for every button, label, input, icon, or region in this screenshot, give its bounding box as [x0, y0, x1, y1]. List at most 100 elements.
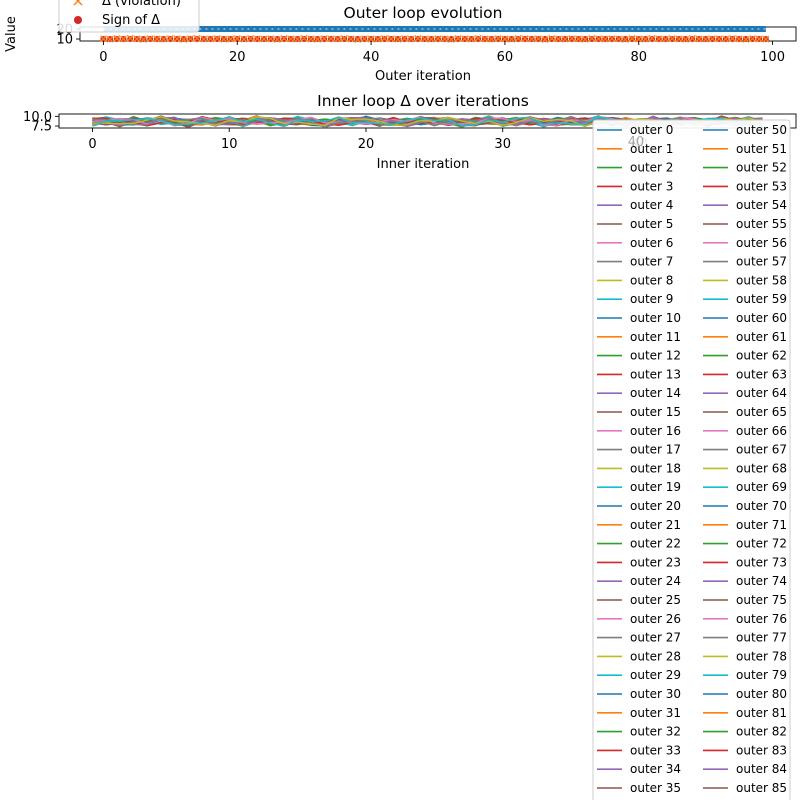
legend-entry-label: outer 34 [630, 762, 681, 776]
violation-point [615, 35, 623, 43]
violation-point [682, 35, 690, 43]
legend-sign-marker [74, 16, 82, 24]
legend-entry-label: outer 8 [630, 273, 673, 287]
violation-point [554, 35, 562, 43]
violation-point [260, 35, 268, 43]
legend-entry-label: outer 62 [736, 349, 787, 363]
violation-point [521, 35, 529, 43]
violation-point [387, 35, 395, 43]
violation-point [702, 35, 710, 43]
violation-point [427, 35, 435, 43]
legend-entry-label: outer 81 [736, 706, 787, 720]
legend-entry-label: outer 60 [736, 311, 787, 325]
legend-entry-label: outer 67 [736, 443, 787, 457]
violation-point [153, 35, 161, 43]
legend-entry-label: outer 70 [736, 499, 787, 513]
legend-entry-label: outer 78 [736, 649, 787, 663]
violation-point [360, 35, 368, 43]
violation-point [126, 34, 134, 42]
legend-sign-label: Sign of Δ [102, 13, 160, 28]
legend-entry-label: outer 72 [736, 537, 787, 551]
outer-loop-x-label: Outer iteration [375, 69, 471, 84]
outer-loop-title: Outer loop evolution [344, 4, 503, 22]
legend-entry-label: outer 82 [736, 725, 787, 739]
violation-point [762, 35, 770, 43]
violation-point [588, 34, 596, 42]
violation-point [240, 35, 248, 43]
violation-point [514, 34, 522, 42]
violation-point [441, 35, 449, 43]
legend-entry-label: outer 4 [630, 198, 673, 212]
inner-loop-axes: Inner loop Δ over iterations 0 10 20 30 40 7… [23, 92, 797, 800]
violation-point [534, 35, 542, 43]
legend-entry-label: outer 29 [630, 668, 681, 682]
violation-point [715, 35, 723, 43]
violation-point [314, 35, 322, 43]
violation-point [133, 35, 141, 43]
violation-point [354, 36, 362, 43]
violation-point [273, 35, 281, 43]
violation-point [508, 35, 516, 43]
violation-point [608, 35, 616, 43]
violation-point [220, 35, 228, 43]
outer-loop-axes: Outer loop evolution 0 20 40 60 80 100 10 20 O… [4, 0, 797, 84]
violation-point [106, 35, 114, 43]
legend-entry-label: outer 68 [736, 461, 787, 475]
legend-entry-label: outer 13 [630, 367, 681, 381]
violation-point [568, 35, 576, 43]
violation-point [581, 35, 589, 43]
legend-entry-label: outer 69 [736, 480, 787, 494]
legend-entry-label: outer 61 [736, 330, 787, 344]
violation-point [575, 35, 582, 43]
legend-entry-label: outer 54 [736, 198, 787, 212]
legend-entry-label: outer 23 [630, 555, 681, 569]
legend-entry-label: outer 33 [630, 743, 681, 757]
x-tick-label: 20 [229, 50, 246, 65]
inner-loop-legend-box [592, 119, 791, 800]
x-tick-label: 0 [99, 50, 107, 65]
violation-point [200, 35, 208, 43]
violation-point [755, 35, 763, 43]
violation-point [621, 35, 629, 43]
legend-entry-label: outer 2 [630, 161, 673, 175]
violation-point [180, 36, 188, 43]
x-tick-label: 30 [494, 137, 511, 152]
violation-point [347, 35, 355, 43]
outer-loop-legend-box [58, 0, 200, 33]
legend-entry-label: outer 59 [736, 292, 787, 306]
violation-point [488, 35, 495, 43]
legend-entry-label: outer 24 [630, 574, 681, 588]
violation-point [655, 35, 663, 43]
violation-point [561, 35, 569, 43]
legend-entry-label: outer 55 [736, 217, 787, 231]
legend-entry-label: outer 17 [630, 443, 681, 457]
x-tick-label: 10 [221, 137, 238, 152]
legend-entry-label: outer 10 [630, 311, 681, 325]
legend-entry-label: outer 76 [736, 612, 787, 626]
legend-entry-label: outer 52 [736, 161, 787, 175]
x-tick-label: 40 [363, 50, 380, 65]
violation-point [662, 35, 669, 43]
legend-entry-label: outer 84 [736, 762, 787, 776]
violation-point [253, 35, 261, 43]
legend-entry-label: outer 7 [630, 255, 673, 269]
legend-entry-label: outer 53 [736, 179, 787, 193]
inner-loop-legend: 40 outer 0 outer 1 outer 2 outer 3 outer 4 ou… [592, 119, 791, 800]
violation-point [320, 35, 328, 43]
legend-entry-label: outer 65 [736, 405, 787, 419]
legend-entry-label: outer 25 [630, 593, 681, 607]
violation-point [233, 35, 241, 43]
legend-entry-label: outer 22 [630, 537, 681, 551]
legend-entry-label: outer 80 [736, 687, 787, 701]
legend-entry-label: outer 3 [630, 179, 673, 193]
violation-point [501, 35, 509, 43]
violation-point [327, 35, 335, 43]
inner-loop-title: Inner loop Δ over iterations [317, 92, 529, 110]
violation-point [294, 35, 301, 43]
legend-violation-marker [73, 0, 83, 6]
violation-point [367, 35, 375, 43]
legend-entry-label: outer 85 [736, 781, 787, 795]
violation-point [193, 34, 201, 42]
violation-point [641, 35, 649, 43]
legend-entry-label: outer 27 [630, 631, 681, 645]
